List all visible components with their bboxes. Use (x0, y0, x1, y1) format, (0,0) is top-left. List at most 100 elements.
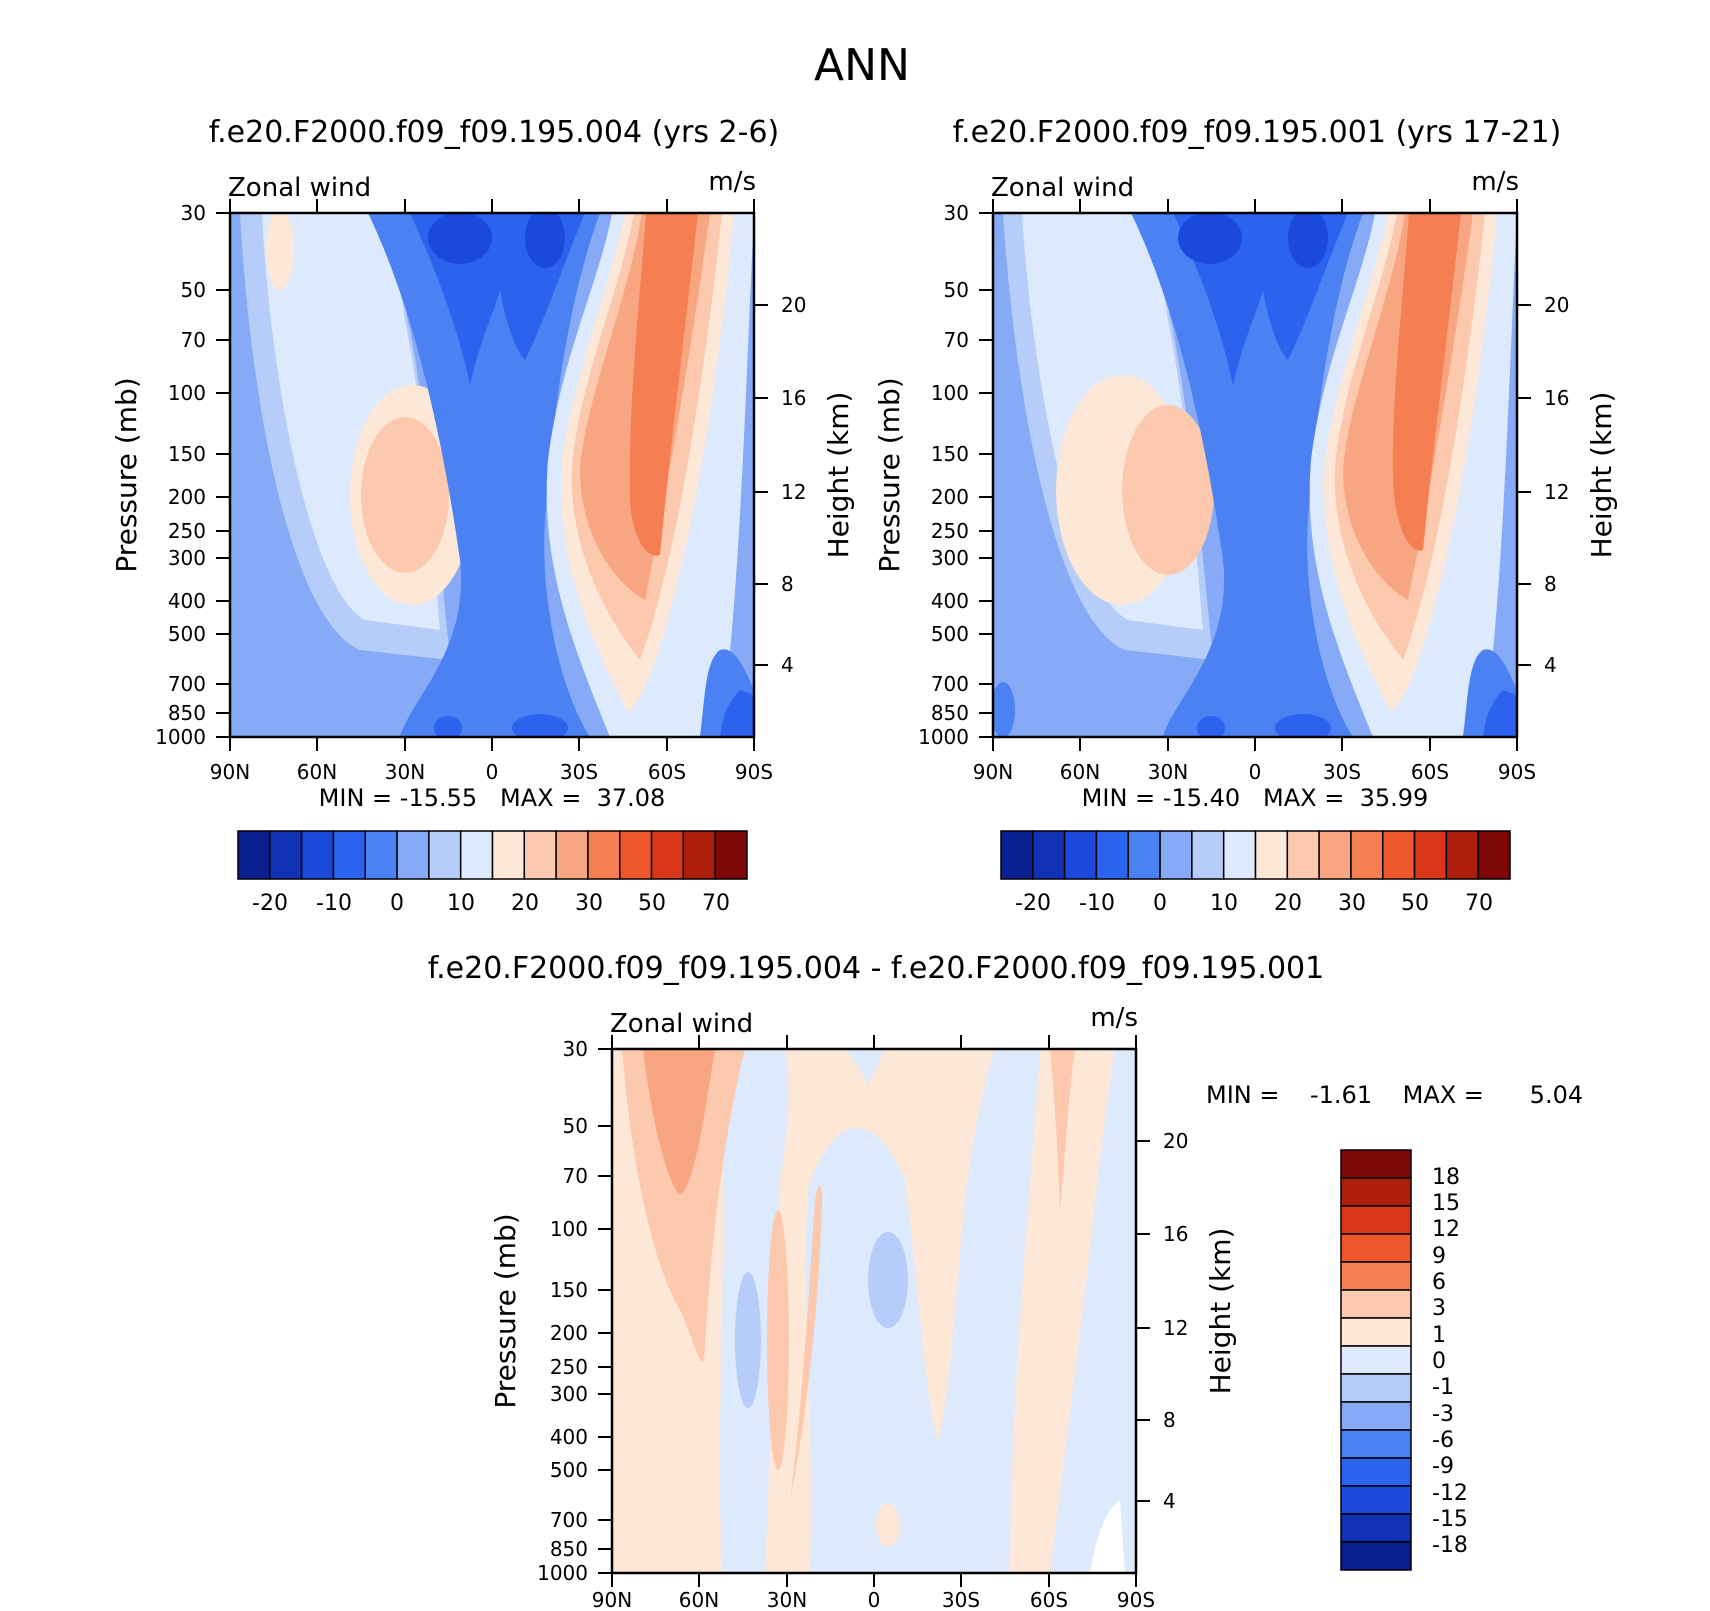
y2-tick-label: 20 (781, 293, 806, 317)
colorbar-swatch (1159, 830, 1193, 880)
x-tick-label: 0 (868, 1588, 881, 1611)
colorbar-label: 20 (1274, 891, 1302, 916)
y-tick-label: 70 (563, 1164, 588, 1188)
colorbar-swatch (1340, 1513, 1412, 1543)
y-tick-label: 850 (168, 701, 206, 725)
y-tick-label: 700 (550, 1508, 588, 1532)
colorbar-swatch (1286, 830, 1320, 880)
colorbar-swatch (1340, 1233, 1412, 1263)
y-tick-label: 300 (550, 1382, 588, 1406)
x-tick-label: 30N (1148, 760, 1188, 784)
colorbar-label: -12 (1432, 1481, 1468, 1506)
panel-b-title: f.e20.F2000.f09_f09.195.001 (yrs 17-21) (953, 115, 1562, 150)
panel-a-colorbar-labels: -20 -10 0 10 20 30 50 70 (252, 891, 730, 916)
colorbar-swatch (1340, 1373, 1412, 1403)
y-tick-label: 200 (931, 485, 969, 509)
y2-tick-label: 16 (781, 386, 806, 410)
colorbar-swatch (1350, 830, 1384, 880)
panel-diff: f.e20.F2000.f09_f09.195.004 - f.e20.F200… (428, 951, 1583, 1611)
colorbar-swatch (619, 830, 653, 880)
colorbar-label: -9 (1432, 1454, 1454, 1479)
x-tick-label: 0 (1249, 760, 1262, 784)
x-tick-label: 60N (679, 1588, 719, 1611)
colorbar-swatch (1063, 830, 1098, 880)
colorbar-swatch (1340, 1457, 1412, 1487)
panel-b-x-ticks: 90N 60N 30N 0 30S 60S 90S (973, 760, 1536, 784)
colorbar-swatch (237, 830, 271, 880)
colorbar-swatch (1095, 830, 1129, 880)
y-tick-label: 1000 (537, 1561, 588, 1585)
panel-b-right-string: m/s (1471, 167, 1519, 197)
panel-a-y2-ticks: 20 16 12 8 4 (781, 293, 806, 677)
colorbar-label: 70 (1465, 891, 1493, 916)
x-tick-label: 60S (1030, 1588, 1068, 1611)
y-tick-label: 100 (168, 381, 206, 405)
x-tick-label: 90S (735, 760, 773, 784)
y2-tick-label: 8 (1163, 1408, 1176, 1432)
y-tick-label: 500 (931, 622, 969, 646)
panel-diff-minmax: MIN = -1.61 MAX = 5.04 (1206, 1081, 1583, 1109)
panel-a-title: f.e20.F2000.f09_f09.195.004 (yrs 2-6) (209, 115, 779, 150)
colorbar-swatch (364, 830, 398, 880)
y2-tick-label: 4 (1163, 1489, 1176, 1513)
y-tick-label: 50 (944, 278, 969, 302)
colorbar-swatch (1340, 1401, 1412, 1431)
panel-diff-ylabel: Pressure (mb) (489, 1213, 522, 1408)
y-tick-label: 150 (168, 442, 206, 466)
colorbar-swatch (396, 830, 430, 880)
colorbar-label: -6 (1432, 1428, 1454, 1453)
y-tick-label: 30 (563, 1037, 588, 1061)
colorbar-swatch (1340, 1317, 1412, 1347)
y-tick-label: 50 (181, 278, 206, 302)
colorbar-swatch (332, 830, 366, 880)
colorbar-swatch (1340, 1149, 1412, 1179)
y-tick-label: 250 (168, 519, 206, 543)
y-tick-label: 30 (944, 201, 969, 225)
colorbar-label: -10 (316, 891, 352, 916)
colorbar-label: 10 (1210, 891, 1238, 916)
colorbar-label: 1 (1432, 1323, 1446, 1348)
panel-b-contour-field (993, 213, 1517, 737)
colorbar-label: 20 (511, 891, 539, 916)
colorbar-label: 3 (1432, 1296, 1446, 1321)
panel-b-y-ticks: 30 50 70 100 150 200 250 300 400 500 700… (918, 201, 969, 749)
x-tick-label: 90N (210, 760, 250, 784)
panel-diff-colorbar (1340, 1149, 1412, 1571)
colorbar-label: -18 (1432, 1533, 1468, 1558)
colorbar-swatch (1340, 1261, 1412, 1291)
colorbar-swatch (1340, 1345, 1412, 1375)
panel-b-y2-ticks: 20 16 12 8 4 (1544, 293, 1569, 677)
panel-b-colorbar-labels: -20 -10 0 10 20 30 50 70 (1015, 891, 1493, 916)
x-tick-label: 0 (486, 760, 499, 784)
y-tick-label: 1000 (155, 725, 206, 749)
colorbar-swatch (555, 830, 589, 880)
colorbar-swatch (1254, 830, 1289, 880)
colorbar-label: 30 (1338, 891, 1366, 916)
x-tick-label: 30S (560, 760, 598, 784)
colorbar-swatch (1127, 830, 1161, 880)
colorbar-label: -3 (1432, 1402, 1454, 1427)
colorbar-swatch (1032, 830, 1066, 880)
x-tick-label: 90S (1498, 760, 1536, 784)
panel-a-y-ticks: 30 50 70 100 150 200 250 300 400 500 700… (155, 201, 206, 749)
panel-diff-left-string: Zonal wind (610, 1009, 753, 1039)
y-tick-label: 200 (168, 485, 206, 509)
x-tick-label: 90N (592, 1588, 632, 1611)
colorbar-swatch (1382, 830, 1416, 880)
colorbar-swatch (682, 830, 716, 880)
x-tick-label: 30N (767, 1588, 807, 1611)
x-tick-label: 60S (1411, 760, 1449, 784)
panel-a-contour-field (230, 213, 754, 737)
colorbar-label: 0 (1153, 891, 1167, 916)
y-tick-label: 700 (168, 672, 206, 696)
panel-b: f.e20.F2000.f09_f09.195.001 (yrs 17-21) … (873, 115, 1618, 916)
y-tick-label: 1000 (918, 725, 969, 749)
colorbar-label: 30 (575, 891, 603, 916)
colorbar-swatch (650, 830, 685, 880)
colorbar-label: -15 (1432, 1507, 1468, 1532)
colorbar-label: 0 (1432, 1349, 1446, 1374)
colorbar-swatch (491, 830, 526, 880)
y2-tick-label: 20 (1163, 1129, 1188, 1153)
colorbar-swatch (1340, 1177, 1412, 1207)
figure-title: ANN (814, 40, 910, 91)
